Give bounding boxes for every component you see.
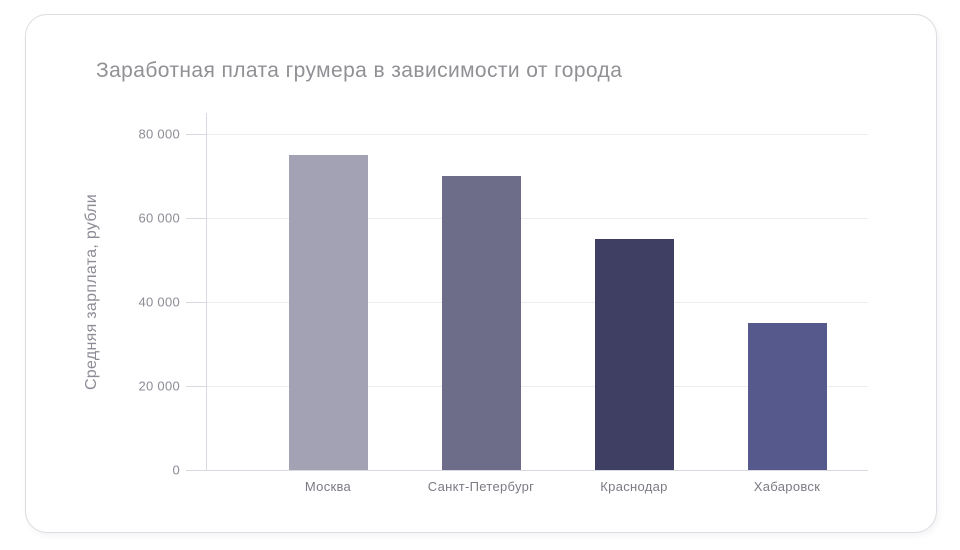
bar-Санкт-Петербург <box>441 176 521 470</box>
y-tick-label: 40 000 <box>138 294 180 310</box>
y-tick-label: 80 000 <box>138 126 180 142</box>
y-tick-label: 60 000 <box>138 210 180 226</box>
y-tick-mark <box>186 302 206 303</box>
x-axis-baseline <box>186 470 868 471</box>
y-tick-label: 20 000 <box>138 378 180 394</box>
bar-Хабаровск <box>747 323 827 470</box>
x-tick-label: Санкт-Петербург <box>427 479 535 494</box>
gridline <box>206 134 868 135</box>
x-tick-label: Хабаровск <box>753 479 821 494</box>
y-tick-mark <box>186 134 206 135</box>
x-tick-label: Краснодар <box>600 479 668 494</box>
y-tick-label: 0 <box>172 462 180 478</box>
y-axis-title: Средняя зарплата, рубли <box>83 193 100 391</box>
bar-Краснодар <box>594 239 674 470</box>
x-tick-label: Москва <box>304 479 352 494</box>
bar-Москва <box>288 155 368 470</box>
y-axis-line <box>206 113 207 470</box>
chart-title: Заработная плата грумера в зависимости о… <box>96 59 623 82</box>
y-tick-mark <box>186 386 206 387</box>
y-tick-mark <box>186 218 206 219</box>
